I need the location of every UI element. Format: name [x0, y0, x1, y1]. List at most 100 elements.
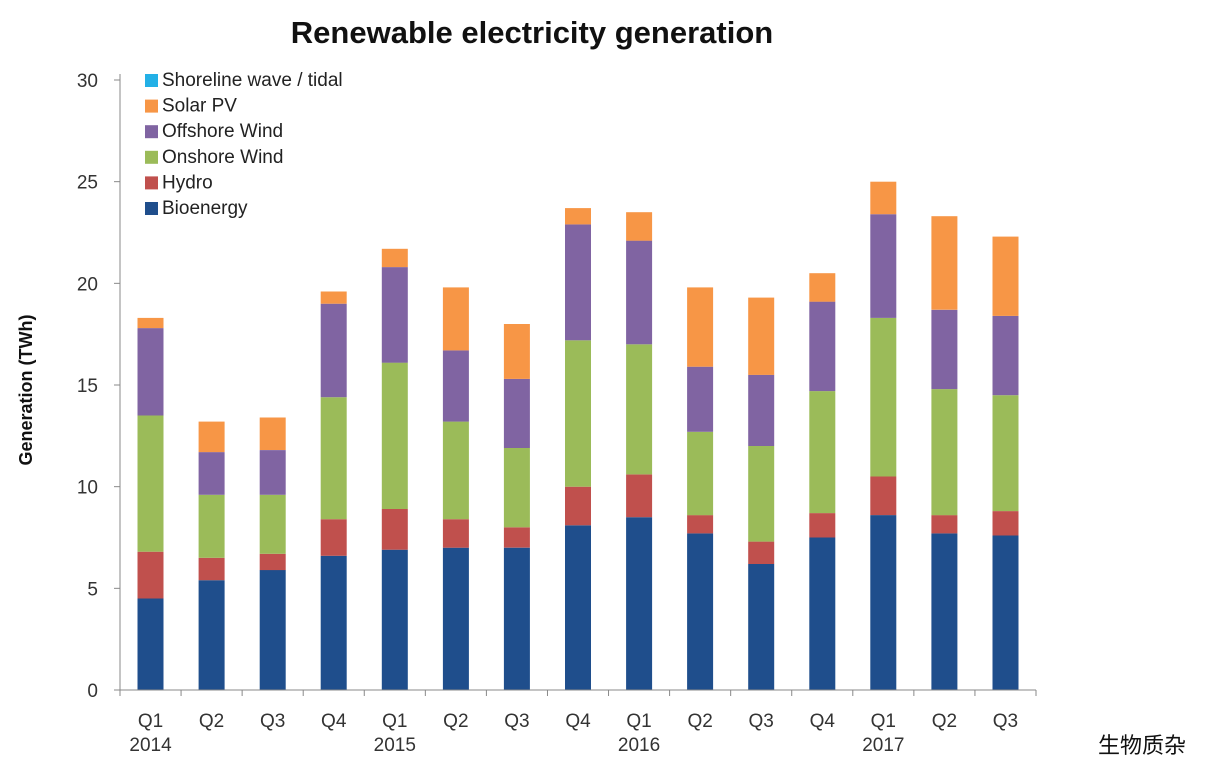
- x-tick-label-8: Q1: [626, 711, 651, 732]
- bars-group: [137, 181, 1019, 690]
- x-year-label-2017: 2017: [862, 735, 904, 756]
- bar-segment-solar-pv-6: [503, 324, 530, 379]
- x-tick-label-10: Q3: [749, 711, 774, 732]
- bar-segment-bioenergy-8: [626, 517, 653, 690]
- chart-title: Renewable electricity generation: [291, 15, 773, 50]
- bar-segment-solar-pv-14: [992, 236, 1019, 316]
- bar-segment-onshore-wind-4: [381, 362, 408, 509]
- bar-segment-onshore-wind-9: [687, 431, 714, 516]
- bar-segment-bioenergy-6: [503, 547, 530, 690]
- bar-segment-offshore-wind-7: [565, 224, 591, 341]
- bar-segment-bioenergy-12: [870, 515, 897, 690]
- x-tick-label-13: Q2: [932, 711, 957, 732]
- bar-segment-hydro-5: [442, 519, 469, 548]
- x-year-label-2014: 2014: [129, 735, 172, 756]
- bar-segment-solar-pv-4: [381, 248, 408, 268]
- bar-segment-onshore-wind-14: [992, 395, 1019, 512]
- x-tick-label-14: Q3: [993, 711, 1018, 732]
- y-tick-label-20: 20: [77, 274, 98, 295]
- bar-segment-onshore-wind-12: [870, 317, 897, 477]
- bar-segment-solar-pv-2: [259, 417, 286, 450]
- bar-segment-bioenergy-3: [320, 555, 347, 690]
- legend-swatch-shoreline-wave-tidal: [145, 74, 158, 87]
- bar-segment-hydro-2: [259, 553, 286, 571]
- bar-segment-hydro-12: [870, 476, 897, 516]
- bar-segment-onshore-wind-1: [198, 494, 225, 558]
- bar-segment-bioenergy-14: [992, 535, 1019, 690]
- bar-segment-hydro-8: [626, 474, 653, 518]
- legend-label-onshore-wind: Onshore Wind: [162, 147, 283, 168]
- bar-segment-offshore-wind-5: [442, 350, 469, 422]
- bar-segment-bioenergy-2: [259, 570, 286, 690]
- legend-swatch-onshore-wind: [145, 150, 158, 164]
- bar-segment-hydro-13: [931, 515, 958, 534]
- bar-segment-bioenergy-7: [565, 525, 591, 690]
- bar-segment-onshore-wind-8: [626, 344, 653, 475]
- y-tick-label-10: 10: [77, 478, 98, 499]
- bar-segment-hydro-4: [381, 509, 408, 550]
- bar-segment-offshore-wind-3: [320, 303, 347, 398]
- bar-segment-hydro-10: [748, 541, 775, 564]
- legend-swatch-hydro: [145, 176, 158, 190]
- bar-segment-solar-pv-11: [809, 273, 836, 302]
- bar-segment-bioenergy-13: [931, 533, 958, 690]
- bar-segment-hydro-9: [687, 515, 714, 534]
- bar-segment-bioenergy-5: [442, 547, 469, 690]
- bar-segment-bioenergy-9: [687, 533, 714, 690]
- y-axis-label: Generation (TWh): [16, 315, 36, 466]
- bar-segment-onshore-wind-5: [442, 421, 469, 520]
- y-tick-label-15: 15: [77, 376, 98, 397]
- x-year-label-2016: 2016: [618, 735, 660, 756]
- y-tick-label-0: 0: [87, 681, 98, 702]
- side-note-text: 生物质杂: [1098, 734, 1187, 759]
- x-year-label-2015: 2015: [374, 735, 416, 756]
- bar-segment-bioenergy-11: [809, 537, 836, 690]
- bar-segment-onshore-wind-2: [259, 494, 286, 554]
- bar-segment-hydro-0: [137, 551, 164, 599]
- bar-segment-onshore-wind-10: [748, 446, 775, 542]
- bar-segment-solar-pv-3: [320, 291, 347, 304]
- bar-segment-hydro-3: [320, 519, 347, 556]
- x-tick-label-5: Q2: [443, 711, 468, 732]
- bar-segment-offshore-wind-1: [198, 452, 225, 495]
- bar-segment-offshore-wind-10: [748, 374, 775, 446]
- bar-segment-offshore-wind-8: [626, 240, 653, 345]
- bar-segment-hydro-6: [503, 527, 530, 548]
- bar-segment-solar-pv-10: [748, 297, 775, 375]
- bar-segment-hydro-1: [198, 557, 225, 581]
- legend-label-offshore-wind: Offshore Wind: [162, 121, 283, 142]
- x-tick-label-0: Q1: [138, 711, 163, 732]
- bar-segment-solar-pv-8: [626, 212, 653, 241]
- bar-segment-onshore-wind-6: [503, 448, 530, 528]
- legend: Shoreline wave / tidal Solar PV Offshore W…: [145, 70, 343, 219]
- axes-group: 0 5 10 15 20 25 30 Q1 Q2 Q3 Q4 Q1 Q2 Q3 Q4 Q1 Q2 Q3 Q4 Q1 Q2…: [77, 71, 1037, 756]
- bar-segment-solar-pv-5: [442, 287, 469, 351]
- bar-segment-solar-pv-9: [687, 287, 714, 367]
- bar-segment-solar-pv-0: [137, 317, 164, 329]
- x-tick-label-12: Q1: [871, 711, 896, 732]
- bar-segment-onshore-wind-0: [137, 415, 164, 552]
- bar-segment-offshore-wind-9: [687, 366, 714, 432]
- x-tick-label-7: Q4: [565, 711, 591, 732]
- bar-segment-offshore-wind-12: [870, 214, 897, 318]
- bar-segment-bioenergy-1: [198, 580, 225, 690]
- legend-label-shoreline-wave-tidal: Shoreline wave / tidal: [162, 70, 343, 91]
- bar-segment-offshore-wind-2: [259, 450, 286, 495]
- x-tick-label-6: Q3: [504, 711, 529, 732]
- y-tick-label-25: 25: [77, 173, 98, 194]
- bar-segment-offshore-wind-13: [931, 309, 958, 390]
- bar-segment-onshore-wind-7: [565, 340, 591, 487]
- bar-segment-offshore-wind-4: [381, 267, 408, 363]
- x-tick-label-4: Q1: [382, 711, 407, 732]
- y-tick-label-5: 5: [87, 579, 98, 600]
- x-tick-label-11: Q4: [810, 711, 836, 732]
- bar-segment-solar-pv-1: [198, 421, 225, 453]
- bar-segment-offshore-wind-11: [809, 301, 836, 392]
- x-tick-label-3: Q4: [321, 711, 347, 732]
- bar-segment-solar-pv-13: [931, 216, 958, 310]
- bar-segment-solar-pv-12: [870, 181, 897, 215]
- bar-segment-offshore-wind-6: [503, 378, 530, 448]
- bar-segment-bioenergy-10: [748, 563, 775, 690]
- x-tick-label-1: Q2: [199, 711, 224, 732]
- x-tick-label-9: Q2: [687, 711, 712, 732]
